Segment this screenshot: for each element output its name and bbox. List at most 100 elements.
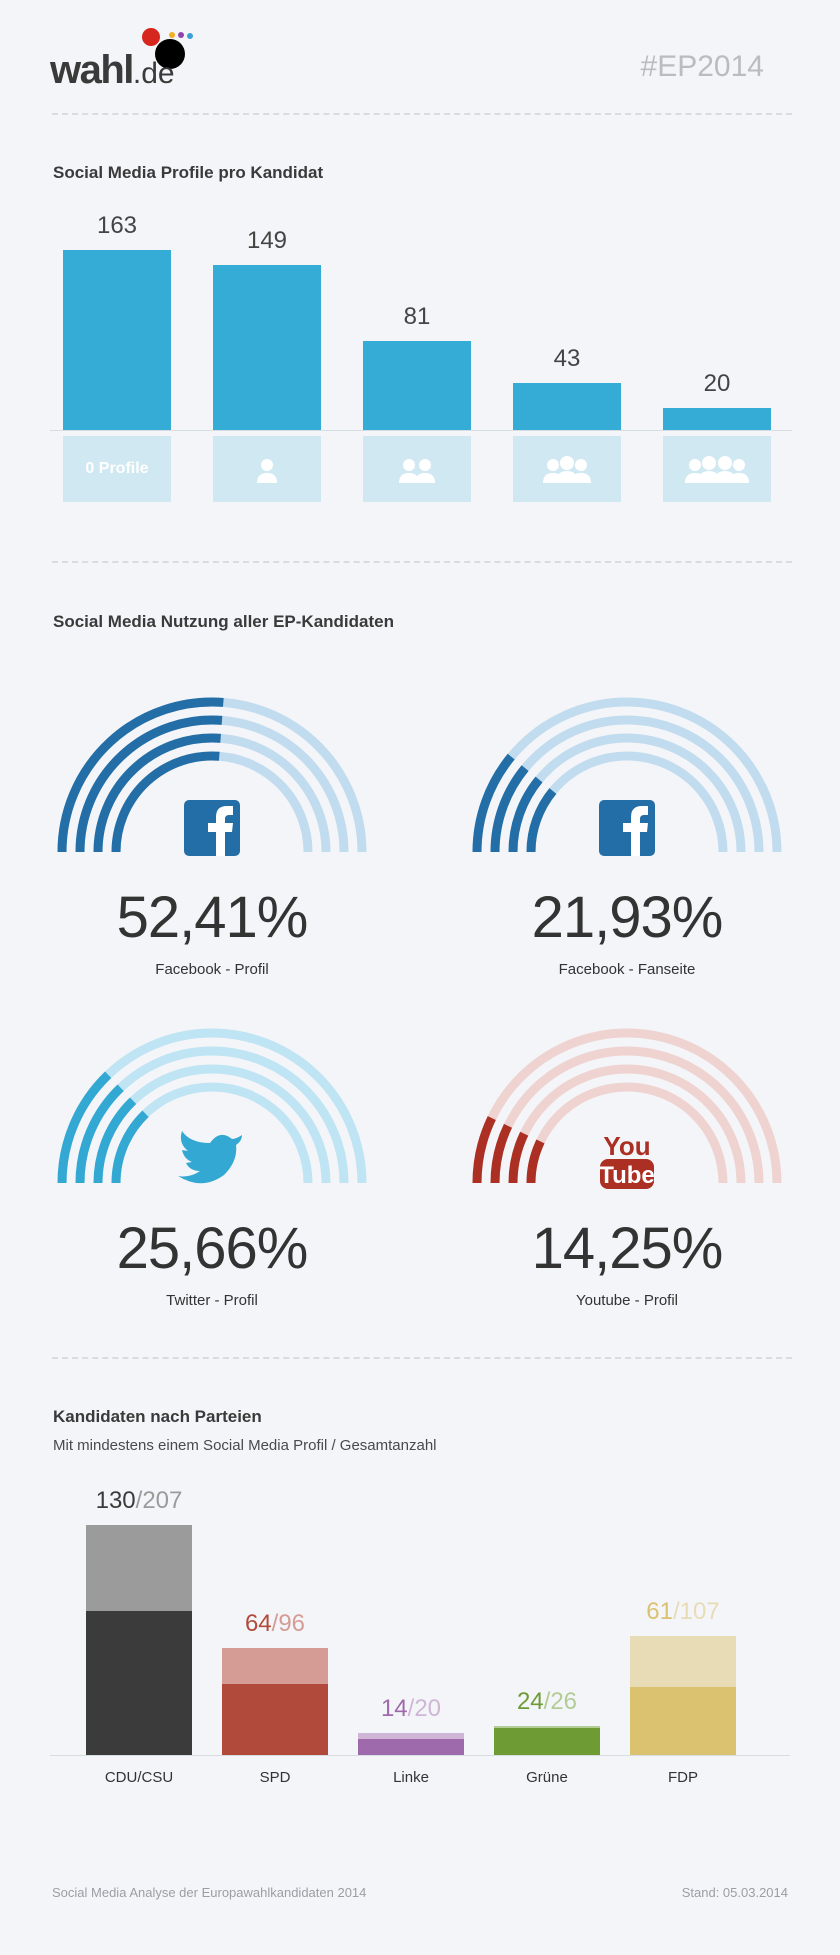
wahl-de-logo[interactable]: wahl.de bbox=[50, 26, 200, 96]
gauge-fill bbox=[93, 733, 221, 853]
bar-with-profile bbox=[358, 1739, 464, 1755]
party-name-label: FDP bbox=[668, 1769, 698, 1786]
gauge-fill bbox=[508, 1131, 529, 1184]
section-title-usage: Social Media Nutzung aller EP-Kandidaten bbox=[53, 612, 394, 631]
footer-source: Social Media Analyse der Europawahlkandi… bbox=[52, 1885, 367, 1900]
tile-label: 0 Profile bbox=[85, 460, 149, 477]
logo-name: wahl bbox=[50, 48, 134, 92]
logo-dot bbox=[178, 32, 184, 38]
usage-percentage: 25,66% bbox=[116, 1216, 309, 1281]
ratio-total: /20 bbox=[407, 1694, 442, 1722]
gauge-fill bbox=[490, 1123, 513, 1184]
facebook-icon bbox=[599, 800, 655, 856]
profile-count-tile bbox=[663, 436, 771, 502]
gauge-fill bbox=[508, 776, 543, 853]
footer-date: Stand: 05.03.2014 bbox=[681, 1885, 788, 1900]
x-axis-line bbox=[50, 1755, 790, 1756]
party-name-label: CDU/CSU bbox=[104, 1769, 174, 1786]
youtube-icon-text-bottom: Tube bbox=[599, 1162, 655, 1189]
bar-value-label: 20 bbox=[703, 369, 731, 397]
youtube-icon-text-top: You bbox=[603, 1131, 650, 1161]
ratio-part: 130 bbox=[95, 1487, 136, 1514]
usage-percentage: 52,41% bbox=[116, 885, 309, 950]
x-axis-line bbox=[50, 430, 792, 431]
hashtag: #EP2014 bbox=[640, 50, 764, 83]
ratio-total: /96 bbox=[271, 1610, 306, 1638]
bar bbox=[213, 265, 321, 430]
logo-dot bbox=[155, 39, 185, 69]
bar-value-label: 81 bbox=[403, 302, 431, 330]
gauge-fill bbox=[111, 1110, 149, 1184]
logo-wordmark: wahl.de bbox=[50, 48, 175, 93]
logo-dots-icon bbox=[142, 28, 193, 69]
gauge-track bbox=[526, 1082, 728, 1184]
bar-with-profile bbox=[494, 1728, 600, 1755]
gauge-fill bbox=[472, 1116, 496, 1184]
usage-caption: Youtube - Profil bbox=[575, 1292, 678, 1309]
ratio-part: 61 bbox=[646, 1598, 673, 1626]
gauge-fill bbox=[111, 751, 220, 853]
ratio-part: 24 bbox=[516, 1688, 544, 1716]
ratio-total: /107 bbox=[672, 1598, 720, 1626]
section-subtitle-parties: Mit mindestens einem Social Media Profil… bbox=[53, 1437, 437, 1454]
gauge bbox=[57, 697, 367, 856]
two-people-icon bbox=[399, 459, 435, 483]
ratio-part: 64 bbox=[244, 1610, 272, 1638]
party-name-label: SPD bbox=[259, 1769, 291, 1786]
usage-caption: Facebook - Fanseite bbox=[558, 961, 696, 978]
section-title-profiles: Social Media Profile pro Kandidat bbox=[53, 163, 324, 182]
gauge-fill bbox=[75, 715, 223, 853]
profile-count-tile bbox=[213, 436, 321, 502]
usage-percentage: 21,93% bbox=[531, 885, 724, 950]
bar bbox=[513, 382, 621, 430]
bar-value-label: 43 bbox=[553, 344, 581, 372]
party-ratio-label: 24/26 bbox=[477, 1688, 617, 1716]
profile-count-tile bbox=[363, 436, 471, 502]
gauge bbox=[472, 697, 782, 856]
gauge-fill bbox=[526, 788, 557, 853]
party-ratio-label: 64/96 bbox=[205, 1610, 345, 1638]
gauge-fill bbox=[57, 1071, 112, 1184]
usage-caption: Twitter - Profil bbox=[166, 1292, 258, 1309]
logo-dot bbox=[169, 32, 175, 38]
three-people-icon bbox=[543, 456, 591, 483]
gauge-fill bbox=[526, 1139, 545, 1184]
bar-value-label: 163 bbox=[96, 212, 138, 239]
usage-percentage: 14,25% bbox=[531, 1216, 724, 1281]
facebook-icon bbox=[184, 800, 240, 856]
ratio-part: 14 bbox=[380, 1694, 408, 1722]
gauge-fill bbox=[75, 1084, 124, 1184]
profiles-bar-chart: 163 0 Profile 149 81 43 20 bbox=[0, 0, 840, 520]
party-ratio-label: 14/20 bbox=[341, 1695, 481, 1723]
gauge-fill bbox=[472, 753, 515, 853]
gauge-fill bbox=[490, 765, 529, 853]
gauge-fill bbox=[93, 1097, 137, 1184]
logo-dot bbox=[142, 28, 160, 46]
bar-with-profile bbox=[630, 1687, 736, 1755]
twitter-icon bbox=[178, 1131, 242, 1184]
gauge bbox=[57, 1028, 367, 1184]
section-title-parties: Kandidaten nach Parteien bbox=[53, 1407, 262, 1426]
ratio-total: /26 bbox=[543, 1688, 578, 1716]
bar-with-profile bbox=[222, 1683, 328, 1755]
bar-value-label: 149 bbox=[246, 227, 288, 255]
parties-bar-chart: 130/207 CDU/CSU 64/96 SPD 14/20 Linke 24/26 Grü… bbox=[50, 1487, 790, 1786]
profile-count-tile bbox=[513, 436, 621, 502]
divider bbox=[52, 1357, 792, 1359]
usage-caption: Facebook - Profil bbox=[155, 961, 269, 978]
ratio-total: /207 bbox=[135, 1487, 183, 1514]
party-name-label: Linke bbox=[393, 1769, 429, 1786]
bar bbox=[363, 340, 471, 430]
gauge-track bbox=[508, 1064, 746, 1184]
gauge-track bbox=[472, 1028, 782, 1184]
party-ratio-label: 61/107 bbox=[613, 1598, 753, 1626]
party-ratio-label: 130/207 bbox=[69, 1487, 209, 1515]
divider bbox=[52, 561, 792, 563]
group-icon bbox=[685, 456, 749, 483]
person-icon bbox=[257, 459, 277, 483]
usage-gauges: 52,41% Facebook - Profil 21,93% Facebook - … bbox=[57, 697, 782, 1309]
logo-dot bbox=[187, 33, 193, 39]
bar-with-profile bbox=[86, 1610, 192, 1755]
